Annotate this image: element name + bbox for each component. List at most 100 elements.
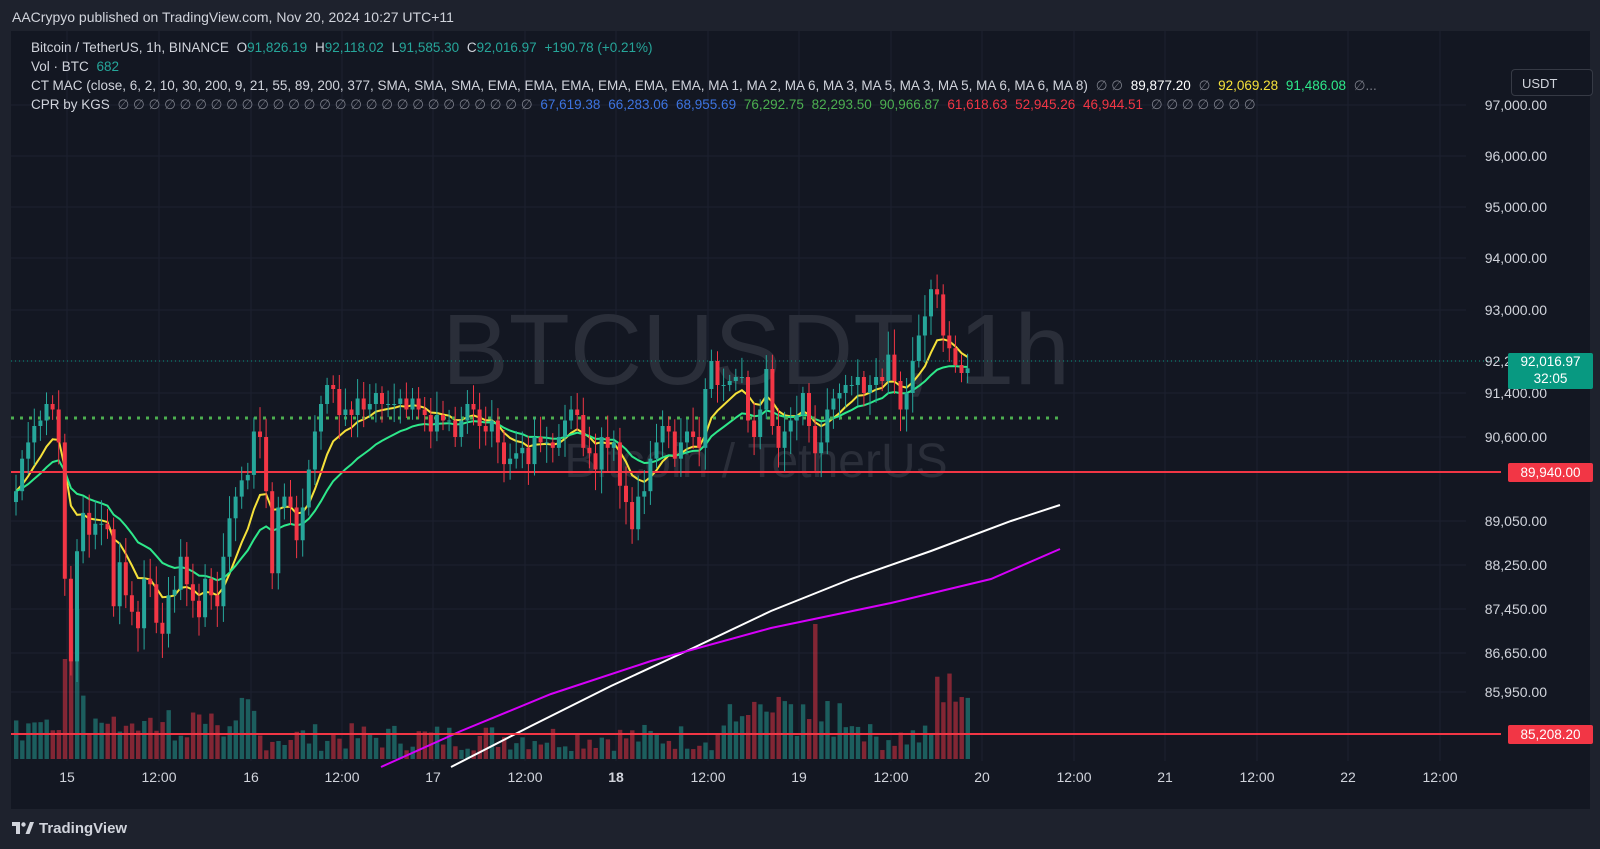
candle-body [526,447,531,465]
volume-bar [819,721,824,759]
volume-bar [44,719,49,759]
volume-bar [93,718,98,759]
hline-b-tag: 85,208.20 [1508,725,1593,744]
candle-body [416,398,421,410]
volume-bar [197,714,202,759]
candle-body [691,431,696,437]
volume-bar [825,701,830,759]
volume-bar [593,747,598,759]
volume-bar [502,737,507,759]
candles [14,274,970,682]
volume-bar [636,741,641,759]
currency-button[interactable]: USDT [1511,69,1593,96]
candle-body [447,420,452,422]
watermark-symbol: BTCUSDT, 1h [442,294,1070,406]
volume-bar [270,741,275,759]
horizontal-lines [11,360,1501,735]
candle-body [922,316,927,336]
volume-bar [264,750,269,759]
legend-volume-label[interactable]: Vol · BTC [31,59,89,74]
volume-bar [105,723,110,759]
candle-body [611,442,616,448]
volume-bar [831,736,836,759]
legend-ctmac-label[interactable]: CT MAC (close, 6, 2, 10, 30, 200, 9, 21,… [31,78,1088,93]
time-tick-label: 12:00 [507,769,542,785]
legend-low: 91,585.30 [399,40,460,55]
volume-bar [392,725,397,759]
legend-cpr-label[interactable]: CPR by KGS [31,97,110,112]
volume-bar [581,748,586,759]
candle-body [434,415,439,432]
candle-body [20,458,25,492]
volume-bar [203,723,208,759]
time-axis: 15 12:00 16 12:00 17 12:00 18 12:00 19 12:00 20 12:… [59,769,1458,785]
volume-bar [514,743,519,759]
time-tick-label: 18 [608,769,624,785]
candle-body [331,385,336,389]
volume-bar [337,738,342,759]
legend-close-label: C [466,40,477,55]
volume-bar [239,697,245,759]
chart-frame[interactable]: BTCUSDT, 1h Bitcoin / TetherUS 97,000.00… [11,31,1593,809]
volume-bar [154,730,159,759]
candle-body [56,409,61,443]
time-tick-label: 12:00 [141,769,176,785]
candle-body [855,377,860,385]
volume-bar [642,724,647,759]
candle-body [575,409,580,415]
volume-bar [544,742,550,759]
time-tick-label: 21 [1157,769,1173,785]
candle-body [587,447,592,454]
volume-bar [483,727,489,759]
candle-body [819,442,824,454]
volume-bar [306,743,312,759]
time-tick-label: 19 [791,769,807,785]
chart-canvas[interactable]: BTCUSDT, 1h Bitcoin / TetherUS 97,000.00… [11,31,1590,809]
candle-body [636,496,641,530]
volume-bar [770,712,775,759]
volume-bar [624,738,629,759]
volume-bar [62,659,68,759]
volume-bar [489,727,495,759]
candle-body [502,442,506,465]
candle-body [654,442,659,459]
candle-body [312,431,317,470]
candle-body [87,512,92,535]
volume-bar [947,673,952,759]
candle-body [373,393,378,404]
price-tick-label: 94,000.00 [1485,250,1547,266]
volume-bar [630,730,635,759]
candle-body [697,437,702,448]
candle-body [910,361,915,393]
legend-cpr-value: 61,618.63 [947,97,1008,112]
volume-bar [343,748,348,759]
candle-body [288,496,293,508]
volume-bar [941,702,946,759]
candle-body [624,485,628,503]
candle-body [184,556,189,585]
tradingview-logo[interactable]: TradingView [12,820,127,837]
candle-body [190,584,195,601]
candle-body [38,420,43,426]
legend-symbol[interactable]: Bitcoin / TetherUS, 1h, BINANCE [31,40,229,55]
volume-bar [526,749,531,759]
candle-body [868,385,872,393]
volume-bar [355,738,360,759]
volume-bar [422,731,428,759]
volume-bar [605,739,611,759]
candle-body [874,377,879,385]
volume-bar [965,697,970,759]
volume-bar [75,609,80,759]
candle-body [111,529,116,607]
volume-bar [477,735,482,759]
candle-body [325,385,330,404]
volume-bar [50,730,55,759]
volume-bar [20,740,25,759]
candle-body [160,622,165,634]
volume-bar [245,699,251,759]
volume-bar [672,748,678,759]
candle-body [392,404,397,405]
legend-ctmac-v2: 92,069.28 [1218,78,1279,93]
time-tick-label: 12:00 [1422,769,1457,785]
volume-bar [227,726,232,759]
